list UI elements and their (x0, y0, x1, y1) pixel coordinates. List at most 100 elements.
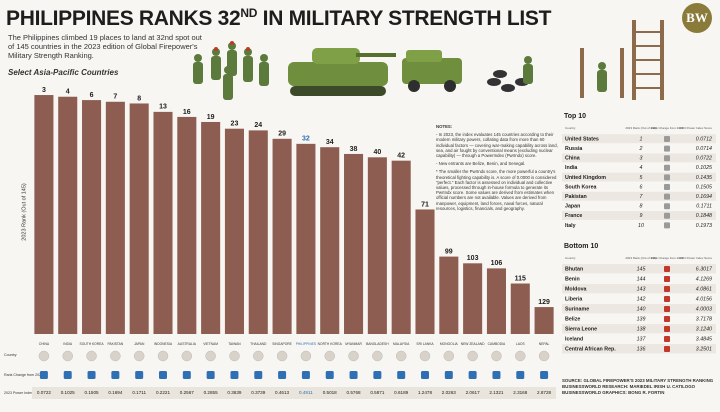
power-index: 0.0722 (37, 390, 51, 395)
score-row-bg (32, 387, 556, 399)
value-label: 7 (113, 94, 117, 101)
table-cell: Bhutan (565, 266, 583, 272)
power-index: 0.5768 (347, 390, 361, 395)
flag (443, 350, 455, 362)
bar (248, 130, 268, 334)
table-cell: 0.1973 (696, 223, 712, 229)
table-cell: France (565, 213, 582, 219)
bar (224, 128, 244, 334)
rank-change-icon (468, 371, 477, 379)
rank-change-icon (135, 371, 144, 379)
rank-change-icon (111, 371, 120, 379)
table-cell: Sierra Leone (565, 326, 597, 332)
table-row (562, 172, 716, 182)
value-label: 99 (445, 248, 453, 255)
table-row (562, 324, 716, 334)
value-label: 42 (397, 153, 405, 160)
table-cell: 6 (640, 184, 643, 190)
flag (515, 350, 526, 362)
flag (395, 350, 407, 362)
rank-change-icon (664, 276, 670, 282)
power-index: 2.0263 (442, 390, 456, 395)
power-index: 0.4911 (299, 390, 313, 395)
flag (324, 350, 335, 362)
table-row (562, 334, 716, 344)
power-index: 0.2221 (156, 390, 170, 395)
x-tick-label: NEW ZEALAND (461, 342, 485, 346)
title-part: PHILIPPINES RANKS 32 (6, 7, 241, 30)
table-cell: 0.1711 (696, 204, 712, 210)
rank-change-icon (63, 371, 72, 379)
table-row (562, 163, 716, 172)
power-index: 0.1505 (85, 390, 99, 395)
table-header: 2023 Rank (Out of 145) (625, 256, 656, 260)
flag (38, 350, 50, 362)
title: PHILIPPINES RANKS 32ND IN MILITARY STREN… (6, 6, 551, 31)
illustration: BW (193, 3, 712, 100)
table-cell: 3.4845 (696, 336, 712, 342)
flag (419, 350, 431, 362)
x-tick-label: PHILIPPINES (296, 342, 317, 346)
note: * The smaller the PwrIndx score, the mor… (436, 169, 557, 211)
x-tick-label: LAOS (516, 342, 526, 346)
rank-change-icon (444, 371, 453, 379)
table-cell: Central African Rep. (565, 346, 616, 352)
bar (201, 121, 221, 334)
bar-chart: 2023 Rank (Out of 145) Country Rank Change… (4, 87, 716, 399)
x-tick-label: CHINA (39, 342, 50, 346)
table-cell: Pakistan (565, 194, 587, 200)
table-cell: Italy (565, 223, 576, 229)
row-label: Country (4, 353, 17, 357)
rank-change-icon (278, 371, 287, 379)
note: - New entrants are Belize, Benin, and Se… (436, 161, 526, 167)
bar (58, 96, 78, 334)
rank-change-icon (664, 212, 670, 219)
x-tick-label: NORTH KOREA (318, 342, 343, 346)
table-cell: 137 (637, 336, 647, 342)
bar (367, 157, 387, 334)
table-cell: 143 (637, 286, 646, 292)
table-row (562, 304, 716, 314)
rank-change-icon (492, 371, 501, 379)
rank-change-icon (664, 296, 670, 302)
flag (229, 350, 240, 362)
table-header: 2023 Rank (Out of 145) (625, 126, 656, 130)
table-cell: Belize (565, 316, 580, 322)
table-cell: 3 (640, 156, 643, 162)
table-cell: United States (565, 136, 599, 142)
rank-change-icon (516, 371, 525, 379)
table-cell: 4.1269 (696, 276, 712, 282)
bar (344, 153, 364, 334)
source-line: BUSINESSWORLD GRAPHICS: BONG R. FORTIN (562, 390, 665, 395)
table-row (562, 191, 716, 201)
x-tick-label: BANGLADESH (366, 342, 389, 346)
power-index: 2.1321 (489, 390, 503, 395)
table-row (562, 274, 716, 284)
table-cell: 4 (640, 165, 643, 171)
bar (34, 95, 54, 334)
table-cell: 140 (637, 306, 646, 312)
rank-change-icon (301, 371, 310, 379)
value-label: 19 (207, 114, 215, 121)
rank-change-icon (664, 155, 670, 162)
flag (133, 350, 145, 362)
x-tick-label: THAILAND (250, 342, 267, 346)
rank-change-icon (421, 371, 429, 379)
value-label: 4 (66, 89, 70, 96)
rank-change-icon (664, 164, 670, 171)
bar (82, 100, 102, 334)
rank-change-icon (540, 371, 549, 379)
table-row (562, 153, 716, 163)
rank-change-icon (325, 371, 334, 379)
bar (463, 263, 483, 334)
notes: NOTES: - In 2023, the index evaluates 14… (436, 124, 558, 214)
table-cell: 6.3017 (696, 266, 713, 272)
flag (110, 350, 121, 362)
rank-change-icon (39, 371, 48, 379)
table-cell: 0.0722 (696, 156, 712, 162)
row-label: 2023 Power Index Score (4, 391, 43, 395)
value-label: 16 (183, 109, 191, 116)
table-cell: 3.7178 (696, 316, 712, 322)
